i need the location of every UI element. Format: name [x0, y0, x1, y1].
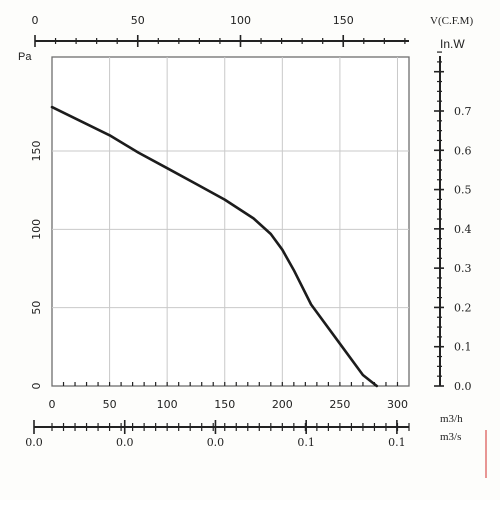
right-tick-label: 0.1	[454, 341, 472, 354]
right-axis-title: In.W	[440, 37, 465, 51]
right-tick-label: 0.6	[454, 144, 472, 157]
m3s-axis-title: m3/s	[440, 431, 461, 443]
x-tick-label: 100	[157, 398, 178, 411]
y-tick-label: 0	[30, 383, 43, 390]
right-tick-label: 0.2	[454, 301, 472, 314]
y-tick-label: 150	[30, 141, 43, 162]
right-tick-label: 0.0	[454, 380, 472, 393]
bottom-m3h-axis: 0 50 100 150 200 250 300	[49, 398, 408, 411]
top-cfm-axis: 0 50 100 150	[32, 14, 409, 47]
x-tick-label: 200	[272, 398, 293, 411]
right-tick-label: 0.7	[454, 105, 472, 118]
pressure-flow-curve	[50, 105, 379, 388]
top-tick-label: 100	[230, 14, 251, 27]
top-tick-label: 50	[131, 14, 145, 27]
top-tick-label: 150	[333, 14, 354, 27]
m3s-tick-label: 0.0	[25, 436, 43, 449]
m3s-tick-label: 0.1	[297, 436, 315, 449]
x-tick-label: 0	[49, 398, 56, 411]
m3s-tick-label: 0.1	[388, 436, 406, 449]
curve-layer	[50, 105, 379, 388]
plot-area	[51, 56, 410, 387]
x-tick-label: 250	[329, 398, 350, 411]
right-tick-label: 0.3	[454, 262, 472, 275]
top-tick-label: 0	[32, 14, 39, 27]
x-tick-label: 50	[103, 398, 117, 411]
left-pressure-axis: 0 50 100 150	[30, 141, 43, 390]
y-tick-label: 50	[30, 301, 43, 315]
right-tick-label: 0.4	[454, 223, 472, 236]
plot-frame	[51, 56, 410, 387]
m3s-tick-label: 0.0	[116, 436, 134, 449]
m3s-tick-label: 0.0	[207, 436, 225, 449]
x-tick-label: 150	[214, 398, 235, 411]
y-tick-label: 100	[30, 219, 43, 240]
right-tick-label: 0.5	[454, 184, 472, 197]
bottom-m3s-axis: 0.0 0.0 0.0 0.1 0.1	[25, 420, 410, 449]
right-inwater-axis: 0.0 0.1 0.2 0.3 0.4 0.5 0.6 0.7	[434, 51, 472, 393]
top-axis-title: V(C.F.M)	[430, 15, 473, 27]
x-tick-label: 300	[387, 398, 408, 411]
y-axis-title: Pa	[18, 51, 32, 63]
m3h-axis-title: m3/h	[440, 413, 463, 425]
